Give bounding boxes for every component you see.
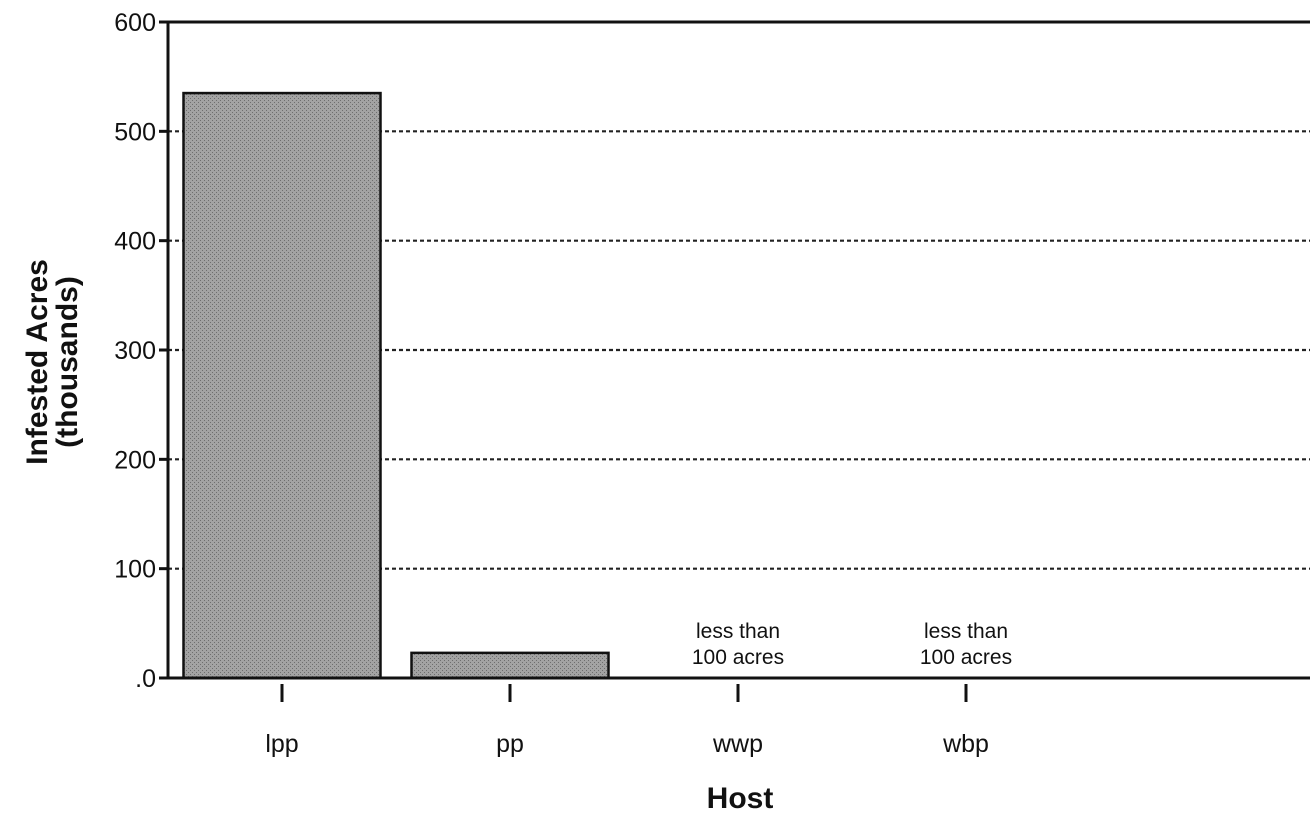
annotations: less than 100 acres less than 100 acres [692, 620, 1012, 669]
y-axis-ticks: .0 100 200 300 400 500 600 [114, 9, 168, 693]
bar-pp [412, 653, 609, 678]
x-axis-ticks: lpp pp wwp wbp [265, 684, 989, 758]
y-axis-title-line1: Infested Acres [21, 259, 54, 465]
x-tick-label-wwp: wwp [712, 730, 763, 758]
bars [184, 93, 609, 678]
y-tick-label: 100 [114, 556, 156, 584]
bar-lpp [184, 93, 381, 678]
annotation-line1: less than [924, 620, 1008, 643]
y-axis-title: Infested Acres (thousands) [21, 259, 84, 465]
y-tick-label: 200 [114, 446, 156, 474]
x-axis-title: Host [707, 782, 774, 813]
y-axis-title-line2: (thousands) [51, 276, 84, 448]
y-tick-label: 400 [114, 228, 156, 256]
x-tick-label-lpp: lpp [265, 730, 298, 758]
annotation-line2: 100 acres [692, 646, 784, 669]
annotation-line1: less than [696, 620, 780, 643]
x-tick-label-pp: pp [496, 730, 524, 758]
y-tick-label: 300 [114, 337, 156, 365]
y-tick-label: .0 [135, 665, 156, 693]
annotation-line2: 100 acres [920, 646, 1012, 669]
x-tick-label-wbp: wbp [942, 730, 989, 758]
y-tick-label: 500 [114, 118, 156, 146]
y-tick-label: 600 [114, 9, 156, 37]
